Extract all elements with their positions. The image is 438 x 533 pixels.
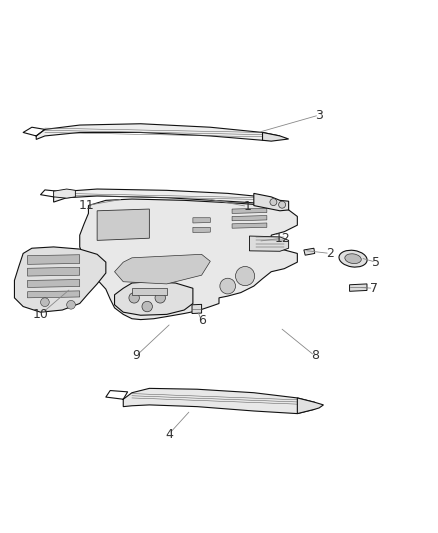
Text: 10: 10 <box>32 308 49 321</box>
Text: 2: 2 <box>326 247 334 260</box>
Polygon shape <box>53 189 75 198</box>
Text: 1: 1 <box>244 200 251 213</box>
Text: 12: 12 <box>274 232 290 245</box>
Polygon shape <box>80 199 297 320</box>
Polygon shape <box>232 208 267 213</box>
Polygon shape <box>14 247 106 312</box>
Polygon shape <box>350 284 367 292</box>
Polygon shape <box>254 193 289 211</box>
Polygon shape <box>192 304 201 313</box>
Polygon shape <box>193 228 210 232</box>
Polygon shape <box>232 215 267 221</box>
Polygon shape <box>297 398 323 414</box>
Text: 6: 6 <box>198 314 205 327</box>
Circle shape <box>155 293 166 303</box>
Polygon shape <box>36 124 280 140</box>
Polygon shape <box>132 288 167 295</box>
Circle shape <box>129 293 139 303</box>
Polygon shape <box>304 248 315 255</box>
Polygon shape <box>28 291 80 298</box>
Polygon shape <box>28 268 80 276</box>
Polygon shape <box>53 189 271 204</box>
Polygon shape <box>28 279 80 287</box>
Ellipse shape <box>345 254 361 263</box>
Polygon shape <box>123 389 315 414</box>
Circle shape <box>220 278 236 294</box>
Text: 8: 8 <box>311 349 319 362</box>
Circle shape <box>142 301 152 312</box>
Polygon shape <box>115 254 210 284</box>
Polygon shape <box>28 255 80 264</box>
Ellipse shape <box>339 251 367 267</box>
Polygon shape <box>232 223 267 228</box>
Text: 11: 11 <box>78 199 94 212</box>
Polygon shape <box>193 218 210 223</box>
Text: 7: 7 <box>370 282 378 295</box>
Text: 4: 4 <box>165 427 173 441</box>
Polygon shape <box>97 209 149 240</box>
Text: 9: 9 <box>132 349 140 362</box>
Circle shape <box>67 301 75 309</box>
Text: 5: 5 <box>372 256 380 269</box>
Circle shape <box>270 199 277 206</box>
Polygon shape <box>250 236 289 251</box>
Polygon shape <box>115 282 193 315</box>
Circle shape <box>41 298 49 306</box>
Circle shape <box>279 201 286 208</box>
Text: 3: 3 <box>315 109 323 122</box>
Circle shape <box>236 266 254 286</box>
Polygon shape <box>262 133 289 141</box>
